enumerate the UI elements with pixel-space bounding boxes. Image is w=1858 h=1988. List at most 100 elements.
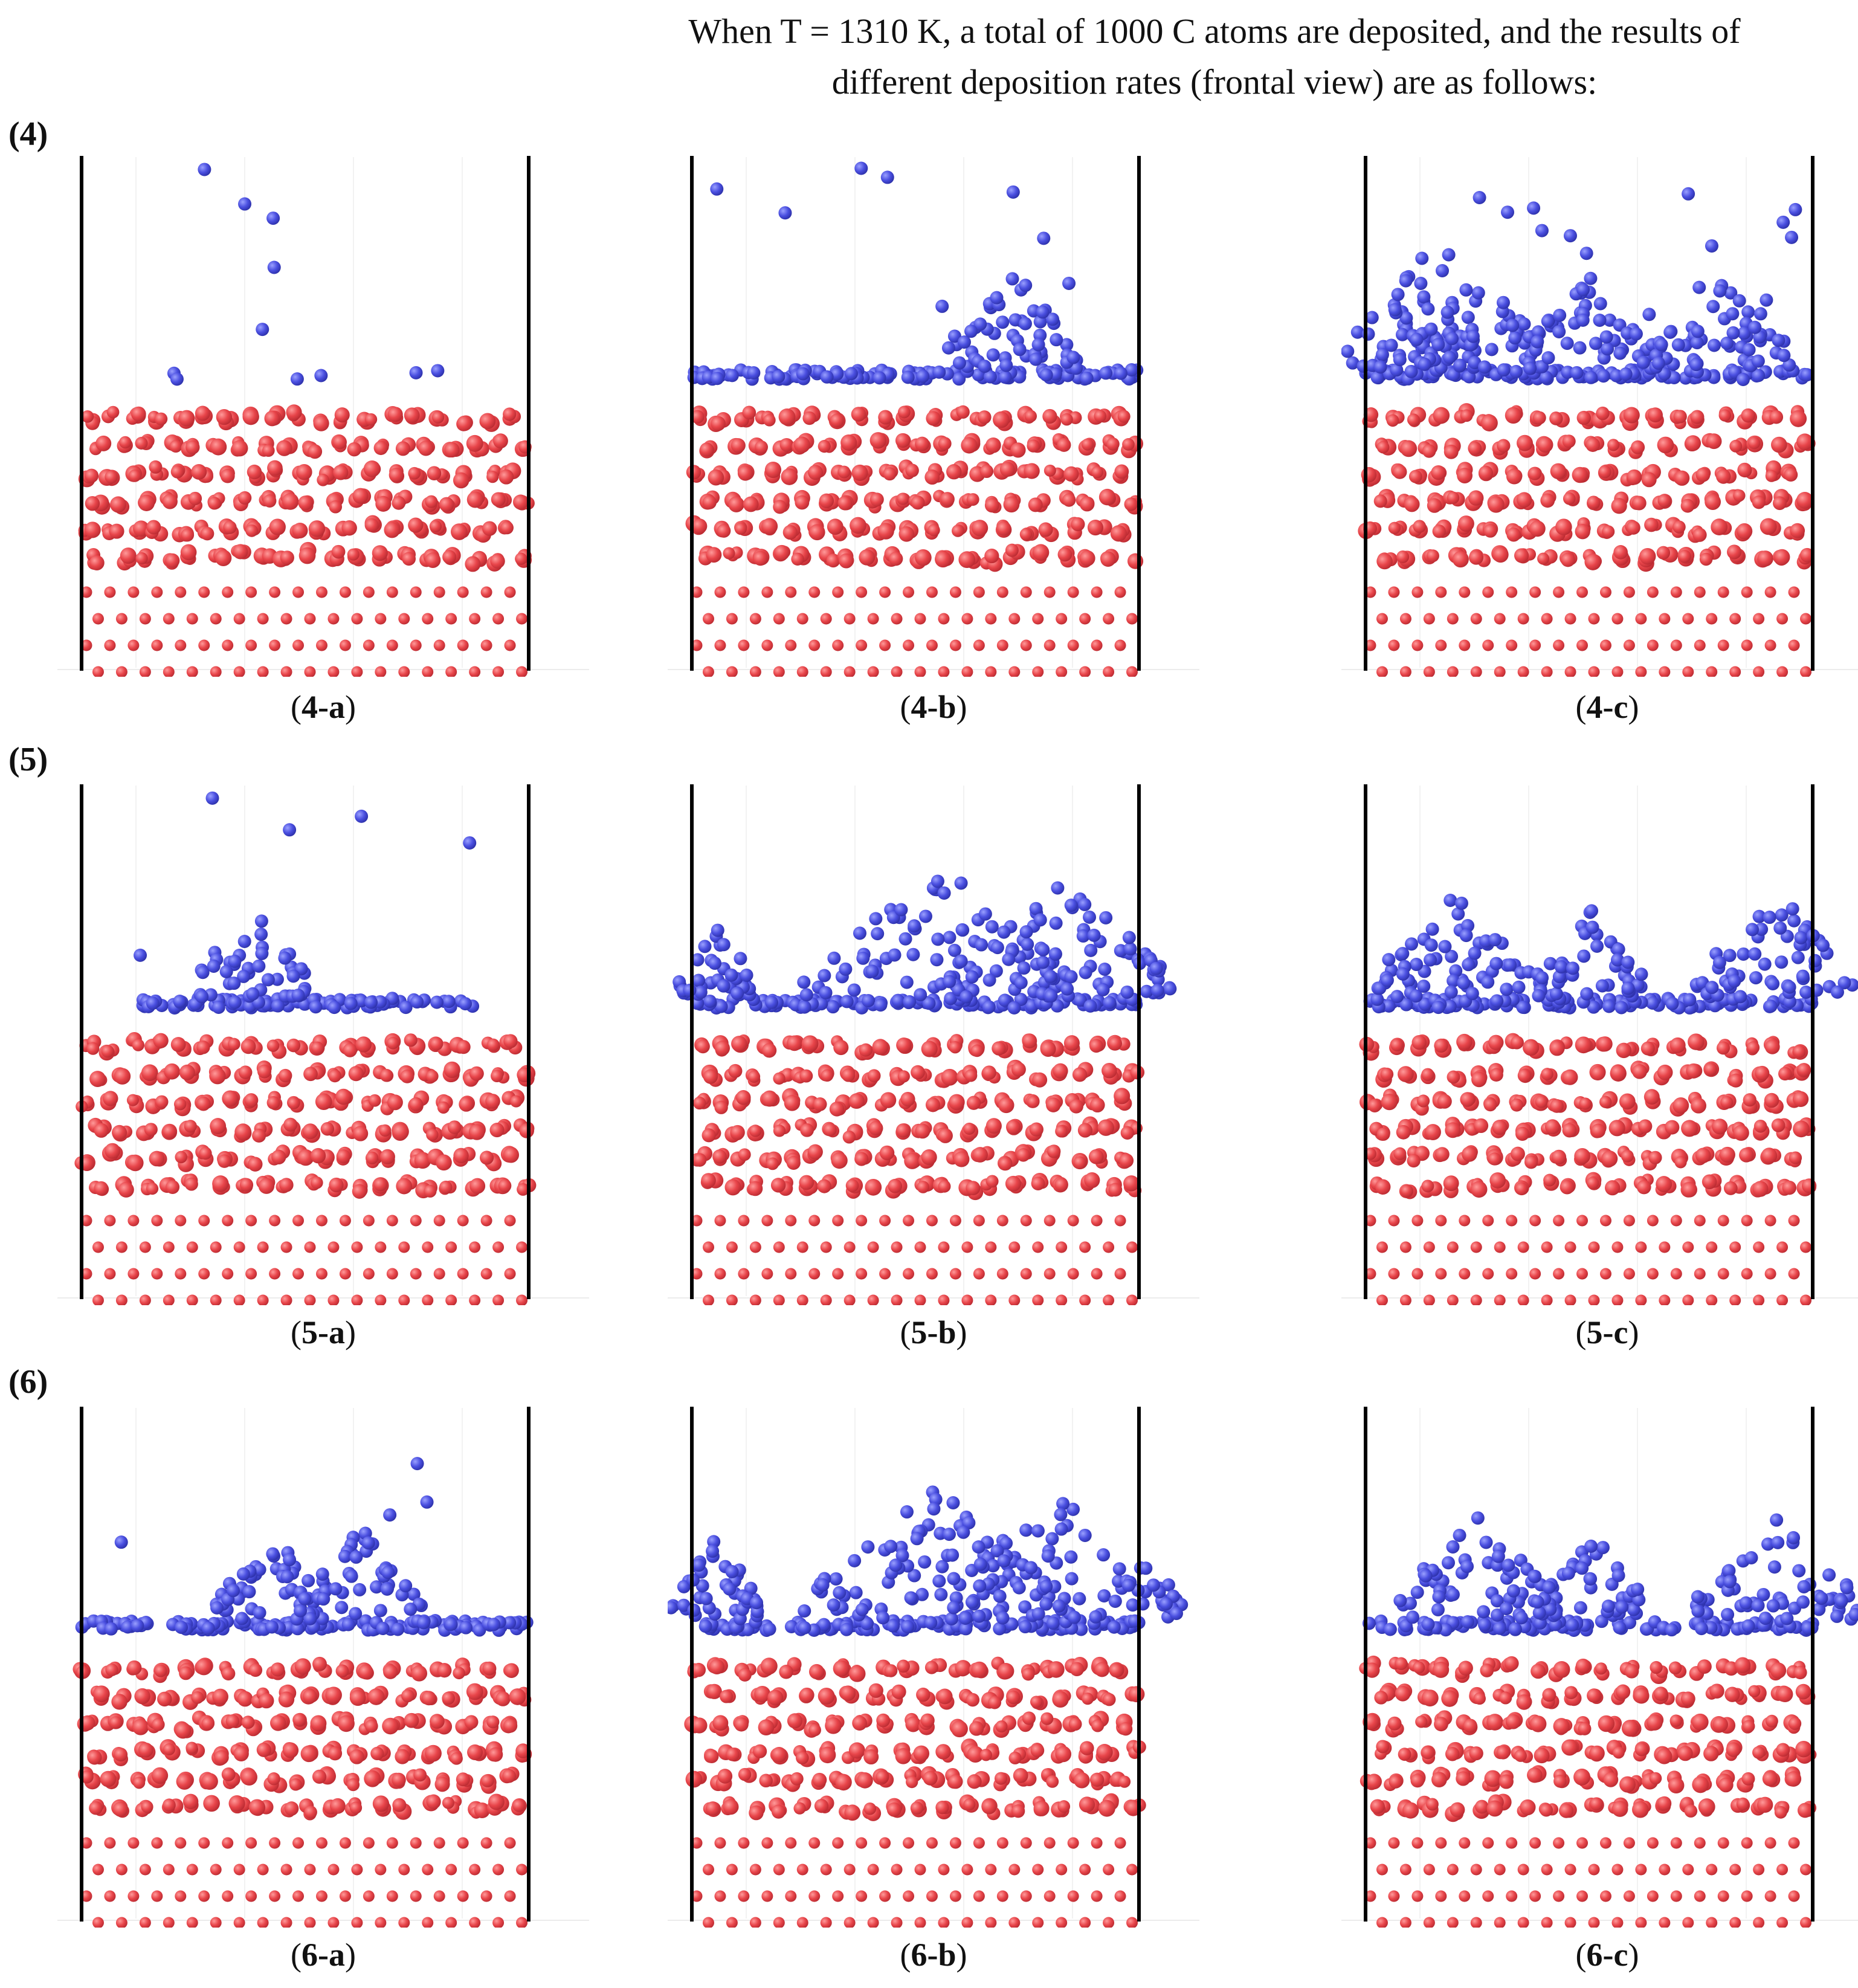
substrate-atom <box>1670 586 1682 598</box>
substrate-atom <box>1506 639 1518 651</box>
carbon-atom <box>1443 999 1457 1013</box>
carbon-atom <box>1573 341 1587 355</box>
carbon-atom <box>973 317 987 331</box>
carbon-atom <box>294 1604 308 1618</box>
substrate-atom <box>422 666 434 677</box>
substrate-atom <box>1408 470 1422 483</box>
substrate-atom <box>491 1070 503 1082</box>
carbon-atom <box>1611 943 1625 957</box>
substrate-atom <box>734 1717 749 1732</box>
substrate-atom <box>422 1864 434 1876</box>
substrate-atom <box>1434 1147 1450 1162</box>
substrate-atom <box>493 433 508 449</box>
substrate-atom <box>1027 439 1040 453</box>
substrate-atom <box>1376 613 1388 625</box>
carbon-atom <box>1713 284 1727 298</box>
substrate-atom <box>1032 1072 1048 1088</box>
substrate-atom <box>1599 1096 1612 1108</box>
substrate-atom <box>903 639 915 651</box>
substrate-atom <box>1077 1123 1093 1138</box>
substrate-atom <box>926 411 941 426</box>
substrate-atom <box>289 1778 302 1791</box>
substrate-atom <box>857 1772 873 1789</box>
substrate-atom <box>998 1157 1013 1171</box>
substrate-atom <box>1506 1215 1518 1227</box>
substrate-atom <box>891 666 903 677</box>
substrate-atom <box>1114 1268 1126 1280</box>
substrate-atom <box>1506 586 1518 598</box>
substrate-atom <box>445 1917 457 1928</box>
substrate-atom <box>799 1175 814 1190</box>
carbon-atom <box>1365 311 1379 324</box>
substrate-atom <box>186 1294 198 1305</box>
carbon-atom <box>1712 955 1726 969</box>
carbon-atom <box>1782 980 1796 994</box>
substrate-atom <box>914 1241 926 1253</box>
carbon-atom <box>796 367 810 381</box>
substrate-atom <box>1657 436 1674 454</box>
substrate-atom <box>1042 408 1057 424</box>
substrate-atom <box>1089 1772 1105 1787</box>
carbon-atom <box>237 969 251 983</box>
substrate-atom <box>1431 465 1446 480</box>
substrate-atom <box>186 666 198 677</box>
substrate-atom <box>703 1069 718 1084</box>
substrate-atom <box>1388 1215 1400 1227</box>
substrate-atom <box>263 494 277 508</box>
substrate-atom <box>1016 1147 1030 1162</box>
substrate-atom <box>396 1178 413 1195</box>
substrate-atom <box>935 550 952 568</box>
substrate-atom <box>796 613 808 625</box>
substrate-atom <box>840 434 857 451</box>
substrate-atom <box>351 1917 363 1928</box>
substrate-atom <box>924 1660 938 1674</box>
substrate-atom <box>469 1917 481 1928</box>
substrate-atom <box>1097 1119 1115 1136</box>
substrate-atom <box>895 1123 911 1138</box>
substrate-atom <box>351 1294 363 1305</box>
carbon-atom <box>826 1000 840 1014</box>
carbon-atom <box>1064 970 1078 984</box>
substrate-atom <box>1364 1215 1376 1227</box>
substrate-atom <box>1422 444 1436 458</box>
substrate-atom <box>163 613 175 625</box>
substrate-atom <box>311 1176 323 1189</box>
substrate-atom <box>1635 613 1647 625</box>
substrate-atom <box>856 639 868 651</box>
substrate-atom <box>480 1215 492 1227</box>
substrate-atom <box>949 1041 962 1054</box>
substrate-atom <box>1091 1268 1103 1280</box>
substrate-atom <box>808 1215 821 1227</box>
substrate-atom <box>785 1837 797 1849</box>
substrate-atom <box>1470 666 1482 677</box>
carbon-atom <box>1535 224 1549 237</box>
substrate-atom <box>1706 1241 1718 1253</box>
carbon-atom <box>459 997 473 1011</box>
substrate-atom <box>1529 639 1541 651</box>
carbon-atom <box>503 1616 517 1630</box>
substrate-atom <box>998 1663 1014 1680</box>
substrate-atom <box>935 1801 949 1815</box>
carbon-atom <box>1461 311 1475 324</box>
substrate-atom <box>1376 1127 1390 1141</box>
substrate-atom <box>368 1094 381 1107</box>
substrate-atom <box>1056 666 1068 677</box>
substrate-atom <box>938 613 950 625</box>
substrate-atom <box>867 1241 879 1253</box>
substrate-atom <box>1411 639 1424 651</box>
substrate-atom <box>1639 547 1656 565</box>
substrate-atom <box>270 1715 286 1731</box>
substrate-atom <box>1375 1179 1391 1195</box>
substrate-atom <box>859 549 876 566</box>
substrate-atom <box>114 1068 131 1085</box>
substrate-atom <box>1626 469 1642 485</box>
carbon-atom <box>954 954 968 968</box>
substrate-atom <box>358 1664 373 1680</box>
substrate-atom <box>856 1268 868 1280</box>
substrate-atom <box>127 1890 140 1902</box>
substrate-atom <box>457 1215 469 1227</box>
substrate-atom <box>827 518 844 535</box>
substrate-atom <box>398 1294 410 1305</box>
substrate-atom <box>820 666 832 677</box>
carbon-atom <box>1390 363 1404 377</box>
